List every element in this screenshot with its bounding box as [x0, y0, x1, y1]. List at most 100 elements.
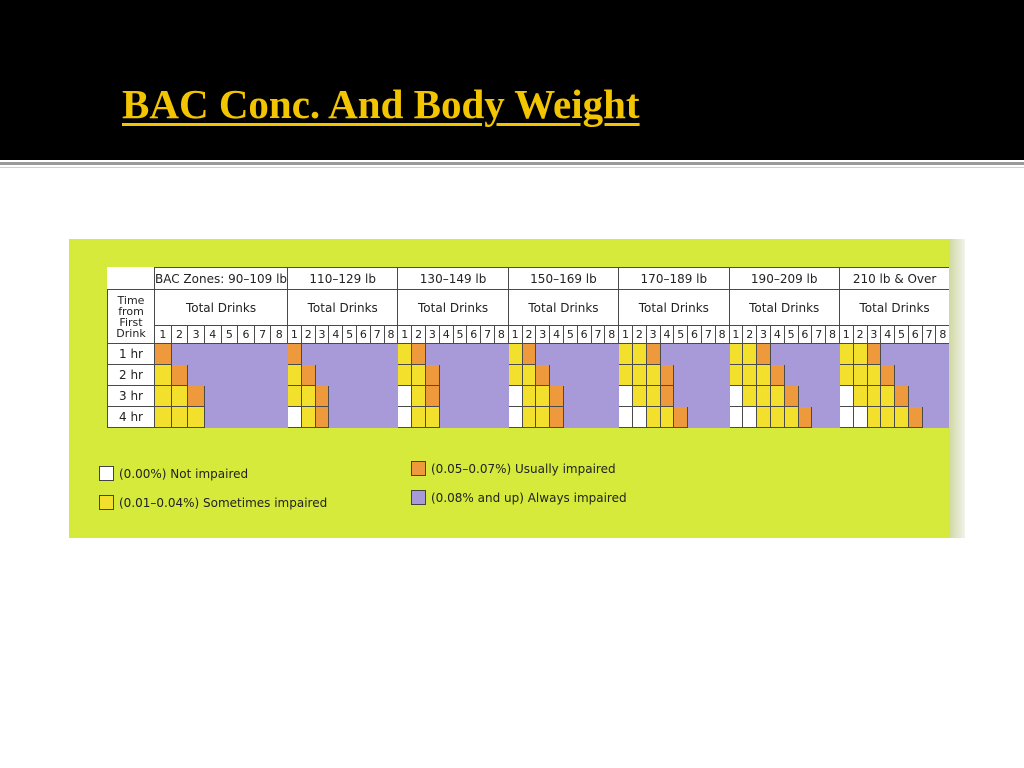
weight-group-header: 150–169 lb [507, 267, 620, 290]
bac-zone-cell [466, 343, 482, 365]
drink-number: 8 [383, 325, 399, 344]
bac-zone-cell [907, 364, 923, 386]
legend-item-always-impaired: (0.08% and up) Always impaired [411, 490, 627, 505]
bac-zone-cell [687, 364, 702, 386]
bac-zone-cell [769, 385, 785, 407]
bac-zone-cell [700, 364, 716, 386]
drink-number: 5 [673, 325, 689, 344]
bac-zone-cell [769, 364, 785, 386]
bac-zone-cell [687, 385, 702, 407]
table-row: 3 hr [107, 385, 951, 407]
bac-zone-cell [314, 364, 330, 386]
drink-number: 3 [645, 325, 661, 344]
bac-zone-cell [852, 343, 868, 365]
bac-zone-cell [880, 385, 896, 407]
header-corner [107, 267, 155, 290]
weight-group-header: 210 lb & Over [838, 267, 951, 290]
bac-zone-cell [480, 364, 495, 386]
bac-zone-cell [170, 406, 189, 428]
total-drinks-header: Total Drinks [153, 289, 289, 326]
drink-number: 3 [866, 325, 882, 344]
bac-zone-cell [838, 385, 854, 407]
bac-zone-cell [618, 364, 633, 386]
bac-zone-cell [935, 364, 951, 386]
bac-zone-cell [154, 343, 172, 365]
bac-zone-cell [673, 406, 689, 428]
bac-zone-cell [687, 343, 702, 365]
drink-number: 2 [631, 325, 647, 344]
weight-group-header: BAC Zones: 90–109 lb [153, 267, 289, 290]
bac-zone-cell [480, 343, 495, 365]
bac-zone-cell [576, 343, 592, 365]
bac-zones-table: BAC Zones: 90–109 lb 110–129 lb 130–149 lb… [107, 267, 951, 428]
bac-zone-cell [270, 343, 289, 365]
bac-zone-cell [452, 385, 468, 407]
slide-title: BAC Conc. And Body Weight [122, 81, 640, 127]
weight-group-header: 170–189 lb [618, 267, 730, 290]
bac-zone-cell [714, 385, 730, 407]
bac-zone-cell [397, 343, 413, 365]
bac-zone-cell [728, 364, 744, 386]
bac-zone-cell [154, 385, 172, 407]
drink-number: 1 [728, 325, 744, 344]
bac-zone-cell [342, 364, 358, 386]
title-divider [0, 162, 1024, 165]
bac-zone-cell [907, 343, 923, 365]
bac-zone-cell [411, 385, 426, 407]
drink-number: 4 [659, 325, 675, 344]
bac-zone-cell [825, 406, 840, 428]
bac-zone-cell [562, 364, 578, 386]
bac-zone-cell [576, 406, 592, 428]
bac-zone-cell [270, 385, 289, 407]
bac-zone-cell [631, 364, 647, 386]
bac-zone-cell [852, 406, 868, 428]
bac-zone-cell [783, 364, 799, 386]
bac-zone-cell [438, 343, 454, 365]
drink-number: 8 [604, 325, 620, 344]
bac-zone-cell [880, 406, 896, 428]
bac-zone-cell [466, 406, 482, 428]
bac-zone-cell [466, 385, 482, 407]
bac-zone-cell [237, 343, 255, 365]
drink-number: 2 [852, 325, 868, 344]
legend-item-usually-impaired: (0.05–0.07%) Usually impaired [411, 461, 616, 476]
table-row: 2 hr [107, 364, 951, 386]
bac-zone-cell [866, 343, 882, 365]
bac-zone-cell [521, 385, 537, 407]
bac-zone-cell [894, 343, 909, 365]
bac-zone-cell [866, 406, 882, 428]
bac-zone-cell [631, 343, 647, 365]
bac-zone-cell [253, 343, 272, 365]
bac-zone-cell [549, 385, 564, 407]
bac-zone-cell [342, 343, 358, 365]
bac-zone-cell [756, 364, 771, 386]
drink-number: 3 [425, 325, 440, 344]
drink-number: 2 [742, 325, 758, 344]
bac-zone-cell [328, 364, 344, 386]
drink-number: 4 [328, 325, 344, 344]
bac-zone-cell [728, 385, 744, 407]
bac-zone-cell [493, 364, 509, 386]
bac-zone-cell [645, 343, 661, 365]
bac-zone-cell [397, 364, 413, 386]
bac-zone-cell [425, 364, 440, 386]
drink-number: 2 [170, 325, 189, 344]
bac-zone-cell [797, 343, 813, 365]
bac-zone-cell [397, 385, 413, 407]
bac-zone-cell [590, 364, 606, 386]
bac-zone-cell [838, 343, 854, 365]
table-row: 4 hr [107, 406, 951, 428]
bac-zone-cell [328, 385, 344, 407]
bac-zone-cell [187, 385, 205, 407]
drink-number: 1 [838, 325, 854, 344]
bac-zone-cell [811, 343, 827, 365]
bac-zone-cell [825, 385, 840, 407]
drink-number: 1 [507, 325, 523, 344]
time-row-label: 3 hr [107, 385, 155, 407]
bac-zone-cell [631, 385, 647, 407]
bac-zone-cell [742, 364, 758, 386]
legend-swatch-purple [411, 490, 426, 505]
bac-zone-cell [673, 385, 689, 407]
drink-number: 6 [466, 325, 482, 344]
bac-zone-cell [203, 364, 222, 386]
